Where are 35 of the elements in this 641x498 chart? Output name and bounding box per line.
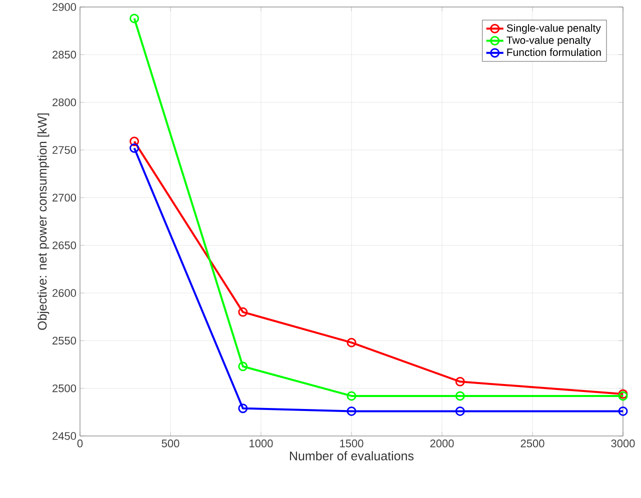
point <box>346 338 356 348</box>
x-tick-label: 500 <box>162 440 180 448</box>
y-tick-label: 2750 <box>52 146 76 154</box>
legend-label: Two-value penalty <box>506 36 591 46</box>
y-tick-label: 2650 <box>52 241 76 250</box>
point <box>130 136 140 146</box>
y-tick-label: 2450 <box>52 432 76 440</box>
y-tick-label: 2900 <box>52 3 76 11</box>
point <box>130 143 140 153</box>
y-axis-title: Objective: net power consumption [kW] <box>37 113 50 330</box>
x-tick-label: 0 <box>77 440 83 448</box>
point <box>618 406 628 416</box>
point <box>238 307 248 317</box>
point <box>455 391 465 401</box>
x-tick-label: 1500 <box>340 440 364 448</box>
point <box>130 14 140 24</box>
y-tick-label: 2500 <box>52 384 76 392</box>
x-tick-label: 2500 <box>520 440 544 448</box>
point <box>455 406 465 416</box>
x-axis-title: Number of evaluations <box>290 451 414 460</box>
y-tick-label: 2850 <box>52 50 76 59</box>
y-tick-label: 2550 <box>52 336 76 345</box>
point <box>346 406 356 416</box>
legend-label: Single-value penalty <box>506 24 601 34</box>
y-tick-label: 2600 <box>52 289 76 297</box>
y-tick-label: 2700 <box>52 194 76 202</box>
y-tick-label: 2800 <box>52 98 76 106</box>
x-tick-label: 3000 <box>611 440 635 448</box>
x-tick-label: 1000 <box>250 440 273 448</box>
legend-label: Function formulation <box>507 48 601 56</box>
point <box>346 391 356 401</box>
x-tick-label: 2000 <box>430 440 454 448</box>
point <box>238 362 248 372</box>
point <box>238 404 248 414</box>
point <box>455 376 465 386</box>
